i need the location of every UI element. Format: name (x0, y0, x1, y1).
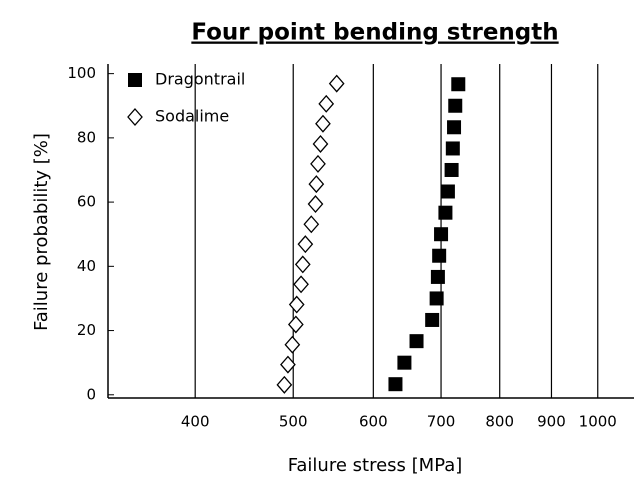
marker (294, 255, 311, 274)
marker (388, 377, 403, 392)
y-axis-label: Failure probability [%] (31, 133, 52, 331)
legend-marker (127, 108, 143, 126)
y-tick-label: 60 (77, 193, 96, 211)
marker (315, 114, 331, 133)
x-tick-label: 400 (181, 413, 210, 431)
marker (307, 195, 324, 214)
marker (397, 355, 412, 370)
x-tick-label: 800 (485, 413, 514, 431)
legend-label: Sodalime (155, 107, 229, 126)
x-tick-label: 900 (537, 413, 566, 431)
marker (432, 248, 447, 263)
x-tick-label: 1000 (579, 413, 617, 431)
x-tick-label: 700 (427, 413, 456, 431)
marker (447, 120, 462, 135)
marker (288, 295, 305, 314)
marker (293, 275, 309, 294)
marker (444, 162, 459, 177)
marker (409, 334, 424, 349)
marker (276, 375, 293, 394)
x-axis-label: Failure stress [MPa] (288, 455, 463, 476)
marker (312, 134, 329, 153)
marker (451, 77, 466, 92)
y-tick-label: 80 (77, 128, 96, 146)
marker (328, 74, 345, 93)
marker (434, 227, 449, 242)
y-tick-label: 100 (67, 64, 96, 82)
marker (308, 175, 325, 194)
marker (280, 355, 296, 374)
y-tick-label: 40 (77, 257, 96, 275)
marker (438, 205, 453, 220)
marker (297, 235, 314, 254)
x-tick-label: 600 (359, 413, 388, 431)
marker (318, 94, 335, 113)
marker (448, 98, 463, 113)
chart-title: Four point bending strength (191, 20, 558, 46)
marker (310, 154, 326, 173)
y-tick-label: 20 (77, 321, 96, 339)
marker (445, 141, 460, 156)
marker (425, 312, 440, 327)
legend-marker (128, 73, 142, 87)
marker (303, 215, 320, 234)
x-tick-label: 500 (279, 413, 308, 431)
marker (430, 269, 445, 284)
legend-label: Dragontrail (155, 70, 245, 89)
y-tick-label: 0 (86, 385, 96, 403)
marker (284, 335, 301, 354)
marker (429, 291, 444, 306)
marker (440, 184, 455, 199)
marker (287, 315, 304, 334)
